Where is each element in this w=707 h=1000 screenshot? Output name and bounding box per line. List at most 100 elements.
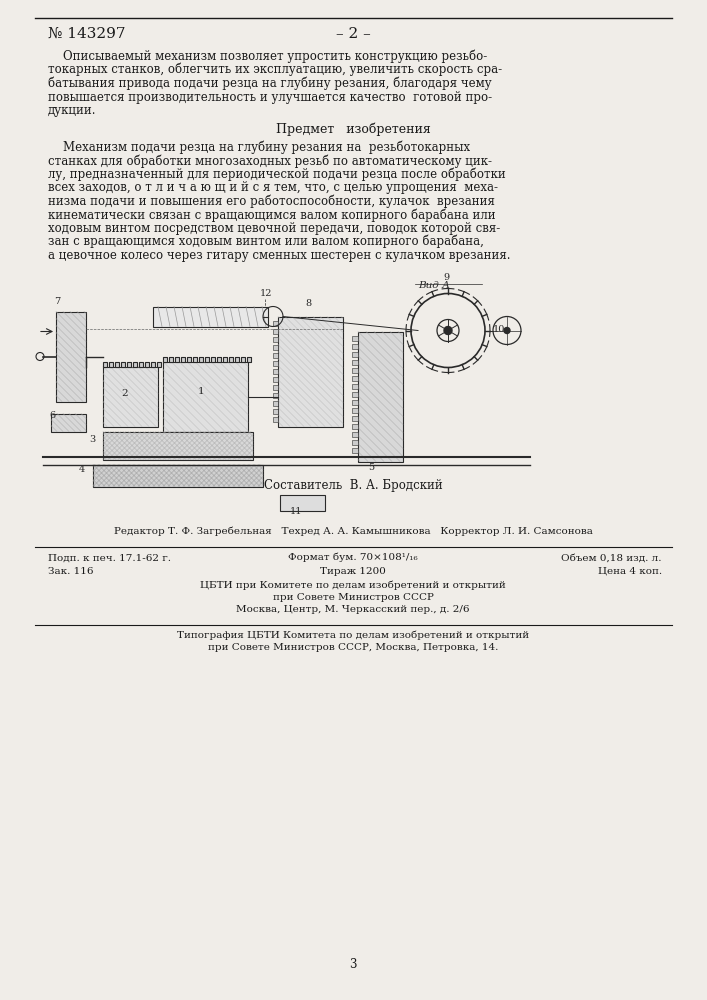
Bar: [217, 357, 221, 361]
Text: Вид А: Вид А: [418, 282, 450, 290]
Bar: [247, 357, 251, 361]
Bar: [280, 494, 325, 510]
Text: повышается производительность и улучшается качество  готовой про-: повышается производительность и улучшает…: [48, 91, 492, 104]
Text: станках для обработки многозаходных резьб по автоматическому цик-: станках для обработки многозаходных резь…: [48, 154, 492, 167]
Bar: [211, 357, 215, 361]
Bar: [193, 357, 197, 361]
Text: Формат бум. 70×108¹/₁₆: Формат бум. 70×108¹/₁₆: [288, 553, 418, 562]
Text: Подп. к печ. 17.1-62 г.: Подп. к печ. 17.1-62 г.: [48, 554, 171, 562]
Bar: [241, 357, 245, 361]
Bar: [352, 384, 358, 389]
Bar: [229, 357, 233, 361]
Bar: [273, 361, 278, 366]
Bar: [273, 329, 278, 334]
Text: зан с вращающимся ходовым винтом или валом копирного барабана,: зан с вращающимся ходовым винтом или вал…: [48, 235, 484, 248]
Bar: [153, 306, 268, 326]
Bar: [187, 357, 191, 361]
Text: а цевочное колесо через гитару сменных шестерен с кулачком врезания.: а цевочное колесо через гитару сменных ш…: [48, 249, 510, 262]
Bar: [103, 432, 253, 460]
Bar: [273, 409, 278, 414]
Text: № 143297: № 143297: [48, 27, 126, 41]
Bar: [163, 357, 167, 361]
Text: дукции.: дукции.: [48, 104, 96, 117]
Bar: [352, 448, 358, 453]
Bar: [352, 440, 358, 445]
Bar: [352, 376, 358, 381]
Text: Редактор Т. Ф. Загребельная   Техред А. А. Камышникова   Корректор Л. И. Самсоно: Редактор Т. Ф. Загребельная Техред А. А.…: [114, 526, 592, 536]
Circle shape: [504, 328, 510, 334]
Bar: [273, 353, 278, 358]
Bar: [211, 357, 215, 361]
Text: Механизм подачи резца на глубину резания на  резьботокарных: Механизм подачи резца на глубину резания…: [48, 140, 470, 154]
Text: Тираж 1200: Тираж 1200: [320, 566, 386, 576]
Text: Объем 0,18 изд. л.: Объем 0,18 изд. л.: [561, 554, 662, 562]
Bar: [273, 337, 278, 342]
Bar: [145, 361, 149, 366]
Text: 12: 12: [260, 290, 272, 298]
Bar: [205, 357, 209, 361]
Bar: [273, 345, 278, 350]
Bar: [273, 321, 278, 326]
Bar: [175, 357, 179, 361]
Bar: [278, 316, 343, 426]
Text: Описываемый механизм позволяет упростить конструкцию резьбо-: Описываемый механизм позволяет упростить…: [48, 49, 487, 63]
Bar: [169, 357, 173, 361]
Text: ЦБТИ при Комитете по делам изобретений и открытий: ЦБТИ при Комитете по делам изобретений и…: [200, 580, 506, 589]
Bar: [187, 357, 191, 361]
Bar: [51, 414, 86, 432]
Bar: [133, 361, 137, 366]
Bar: [352, 432, 358, 437]
Bar: [352, 336, 358, 341]
Text: низма подачи и повышения его работоспособности, кулачок  врезания: низма подачи и повышения его работоспосо…: [48, 194, 495, 208]
Text: лу, предназначенный для периодической подачи резца после обработки: лу, предназначенный для периодической по…: [48, 167, 506, 181]
Text: ходовым винтом посредством цевочной передачи, поводок которой свя-: ходовым винтом посредством цевочной пере…: [48, 222, 501, 235]
Bar: [352, 360, 358, 365]
Bar: [169, 357, 173, 361]
Bar: [199, 357, 203, 361]
Bar: [223, 357, 227, 361]
Bar: [352, 368, 358, 373]
Text: батывания привода подачи резца на глубину резания, благодаря чему: батывания привода подачи резца на глубин…: [48, 77, 491, 90]
Bar: [103, 361, 107, 366]
Bar: [109, 361, 113, 366]
Bar: [273, 385, 278, 390]
Text: 3: 3: [349, 958, 357, 971]
Text: 3: 3: [89, 434, 95, 444]
Bar: [103, 366, 158, 426]
Bar: [223, 357, 227, 361]
Bar: [175, 357, 179, 361]
Text: 2: 2: [121, 389, 128, 398]
Bar: [235, 357, 239, 361]
Text: Москва, Центр, М. Черкасский пер., д. 2/6: Москва, Центр, М. Черкасский пер., д. 2/…: [236, 604, 469, 613]
Text: Зак. 116: Зак. 116: [48, 566, 93, 576]
Text: 4: 4: [79, 466, 86, 475]
Text: Предмет   изобретения: Предмет изобретения: [276, 123, 431, 136]
Text: 11: 11: [290, 508, 303, 516]
Text: – 2 –: – 2 –: [336, 27, 370, 41]
Bar: [163, 357, 167, 361]
Text: Цена 4 коп.: Цена 4 коп.: [598, 566, 662, 576]
Bar: [352, 416, 358, 421]
Bar: [273, 369, 278, 374]
Bar: [181, 357, 185, 361]
Bar: [273, 393, 278, 398]
Bar: [93, 464, 263, 487]
Bar: [139, 361, 143, 366]
Bar: [273, 417, 278, 422]
Text: 6: 6: [49, 412, 55, 420]
Text: 9: 9: [443, 272, 449, 282]
Text: 7: 7: [54, 296, 60, 306]
Bar: [199, 357, 203, 361]
Text: 1: 1: [198, 386, 204, 395]
Bar: [352, 344, 358, 349]
Bar: [217, 357, 221, 361]
Text: токарных станков, облегчить их эксплуатацию, увеличить скорость сра-: токарных станков, облегчить их эксплуата…: [48, 63, 502, 77]
Bar: [352, 424, 358, 429]
Bar: [273, 401, 278, 406]
Bar: [235, 357, 239, 361]
Text: 8: 8: [305, 300, 311, 308]
Text: при Совете Министров СССР: при Совете Министров СССР: [273, 592, 433, 601]
Bar: [163, 361, 248, 432]
Bar: [181, 357, 185, 361]
Text: при Совете Министров СССР, Москва, Петровка, 14.: при Совете Министров СССР, Москва, Петро…: [208, 643, 498, 652]
